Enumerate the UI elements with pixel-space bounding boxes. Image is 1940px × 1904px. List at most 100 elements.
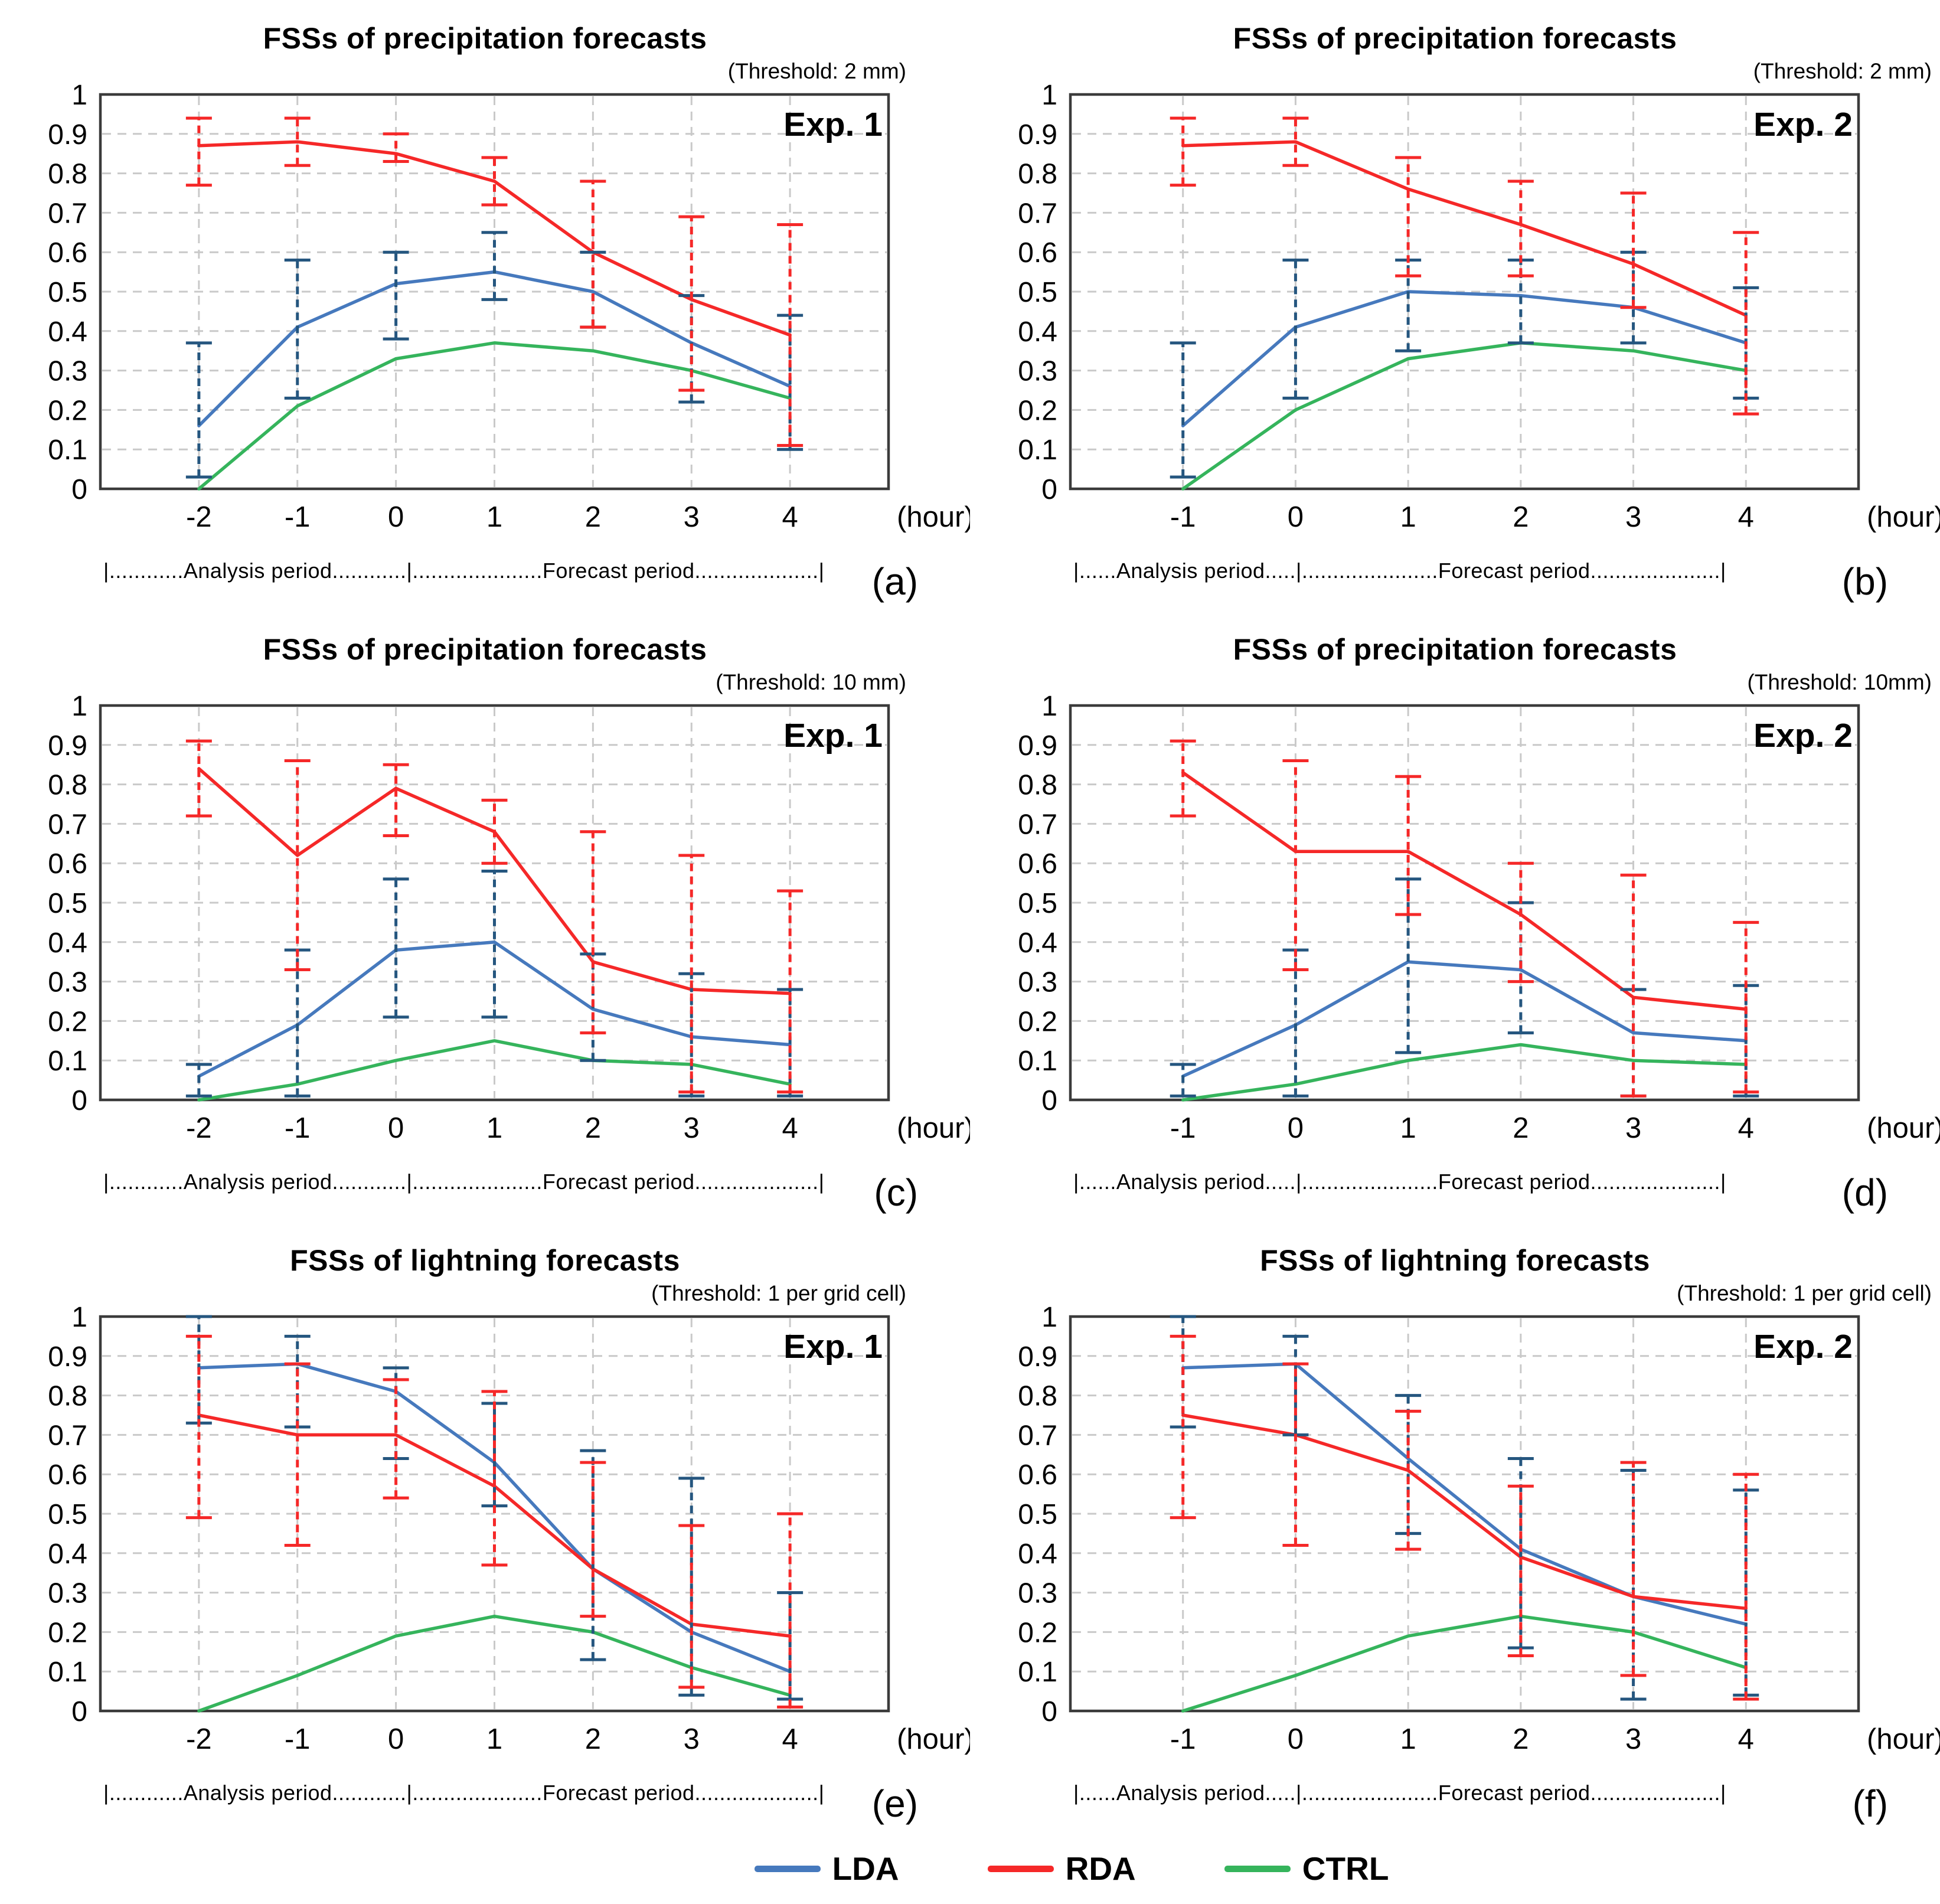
series-line-ctrl bbox=[1181, 1614, 1748, 1713]
svg-text:0.1: 0.1 bbox=[1018, 1046, 1057, 1077]
panel-e: FSSs of lightning forecasts (Threshold: … bbox=[0, 1222, 970, 1833]
plot-area: 1 0.9 0.8 0.7 0.6 0.5 0.4 0.3 0.2 0.1 0 -2 -1 0 1 2 3 4 (h… bbox=[48, 691, 970, 1144]
svg-text:0.9: 0.9 bbox=[48, 1341, 87, 1373]
figure-row-3: FSSs of lightning forecasts (Threshold: … bbox=[0, 1222, 1940, 1833]
svg-text:0.6: 0.6 bbox=[1018, 848, 1057, 880]
experiment-label: Exp. 1 bbox=[783, 106, 883, 143]
series-line-rda bbox=[1181, 770, 1748, 1011]
error-bars-rda bbox=[185, 116, 804, 448]
plot-frame bbox=[1069, 1315, 1860, 1713]
legend: LDA RDA CTRL bbox=[102, 1833, 1940, 1904]
figure-row-2: FSSs of precipitation forecasts (Thresho… bbox=[0, 611, 1940, 1222]
svg-text:0.5: 0.5 bbox=[1018, 1499, 1057, 1530]
svg-text:2: 2 bbox=[1513, 1723, 1529, 1755]
svg-text:0.1: 0.1 bbox=[48, 435, 87, 466]
legend-label: LDA bbox=[832, 1850, 899, 1887]
svg-text:3: 3 bbox=[684, 1723, 700, 1755]
svg-text:0.2: 0.2 bbox=[48, 1006, 87, 1037]
panel-d: FSSs of precipitation forecasts (Thresho… bbox=[970, 611, 1940, 1222]
y-axis-labels: 1 0.9 0.8 0.7 0.6 0.5 0.4 0.3 0.2 0.1 0 bbox=[48, 1302, 87, 1727]
experiment-label: Exp. 2 bbox=[1753, 106, 1853, 143]
svg-text:-1: -1 bbox=[285, 1112, 311, 1144]
svg-text:1: 1 bbox=[1400, 1112, 1416, 1144]
svg-text:0.4: 0.4 bbox=[1018, 927, 1057, 959]
svg-text:0.9: 0.9 bbox=[48, 119, 87, 151]
svg-text:0.3: 0.3 bbox=[48, 1578, 87, 1609]
svg-text:0.7: 0.7 bbox=[1018, 1420, 1057, 1451]
period-annotation: |......Analysis period.....|............… bbox=[1073, 559, 1726, 583]
experiment-label: Exp. 2 bbox=[1753, 1328, 1853, 1366]
svg-text:1: 1 bbox=[486, 501, 502, 533]
svg-text:0.9: 0.9 bbox=[1018, 730, 1057, 762]
experiment-label: Exp. 1 bbox=[783, 717, 883, 755]
svg-text:0: 0 bbox=[1041, 474, 1057, 505]
svg-text:0.5: 0.5 bbox=[1018, 888, 1057, 919]
svg-text:0.8: 0.8 bbox=[48, 770, 87, 801]
svg-text:1: 1 bbox=[1041, 691, 1057, 722]
error-bars-rda bbox=[185, 1334, 804, 1709]
svg-text:0.3: 0.3 bbox=[48, 967, 87, 998]
threshold-label: (Threshold: 2 mm) bbox=[1753, 59, 1932, 83]
svg-text:4: 4 bbox=[1738, 501, 1754, 533]
svg-text:4: 4 bbox=[1738, 1723, 1754, 1755]
panel-c: FSSs of precipitation forecasts (Thresho… bbox=[0, 611, 970, 1222]
plot-area: 1 0.9 0.8 0.7 0.6 0.5 0.4 0.3 0.2 0.1 0 -1 0 1 2 3 4 (hou… bbox=[1018, 80, 1940, 533]
svg-text:2: 2 bbox=[585, 501, 601, 533]
panel-a: FSSs of precipitation forecasts (Thresho… bbox=[0, 0, 970, 611]
svg-text:2: 2 bbox=[1513, 501, 1529, 533]
svg-text:0.4: 0.4 bbox=[48, 316, 87, 348]
svg-text:0.1: 0.1 bbox=[48, 1657, 87, 1688]
svg-text:3: 3 bbox=[1625, 1723, 1641, 1755]
svg-text:4: 4 bbox=[1738, 1112, 1754, 1144]
x-axis-unit: (hour) bbox=[1867, 1723, 1940, 1755]
x-axis-labels: -1 0 1 2 3 4 (hour) bbox=[1170, 501, 1940, 533]
panel-letter: (f) bbox=[1852, 1782, 1888, 1825]
series-line-ctrl bbox=[1181, 1043, 1748, 1102]
legend-label: CTRL bbox=[1302, 1850, 1389, 1887]
y-axis-labels: 1 0.9 0.8 0.7 0.6 0.5 0.4 0.3 0.2 0.1 0 bbox=[1018, 1302, 1057, 1727]
svg-text:2: 2 bbox=[585, 1723, 601, 1755]
svg-text:0: 0 bbox=[1288, 1723, 1304, 1755]
plot-area: 1 0.9 0.8 0.7 0.6 0.5 0.4 0.3 0.2 0.1 0 -2 -1 0 1 2 3 4 (h… bbox=[48, 80, 970, 533]
svg-text:0.8: 0.8 bbox=[48, 1381, 87, 1412]
svg-text:0.6: 0.6 bbox=[1018, 1459, 1057, 1491]
svg-text:0.3: 0.3 bbox=[1018, 1578, 1057, 1609]
svg-text:0.6: 0.6 bbox=[48, 848, 87, 880]
series-line-lda bbox=[1181, 1362, 1748, 1626]
svg-text:2: 2 bbox=[1513, 1112, 1529, 1144]
series-line-rda bbox=[1181, 1413, 1748, 1611]
series-line-rda bbox=[1181, 140, 1748, 317]
svg-text:1: 1 bbox=[1041, 1302, 1057, 1333]
panel-b: FSSs of precipitation forecasts (Thresho… bbox=[970, 0, 1940, 611]
x-axis-unit: (hour) bbox=[897, 1723, 970, 1755]
svg-text:-1: -1 bbox=[1170, 1112, 1196, 1144]
svg-text:4: 4 bbox=[782, 1112, 798, 1144]
svg-text:-2: -2 bbox=[186, 1112, 212, 1144]
svg-text:0: 0 bbox=[388, 1112, 404, 1144]
x-axis-labels: -1 0 1 2 3 4 (hour) bbox=[1170, 1112, 1940, 1144]
svg-text:-1: -1 bbox=[285, 1723, 311, 1755]
svg-text:1: 1 bbox=[1400, 501, 1416, 533]
error-bars-rda bbox=[1170, 739, 1759, 1098]
y-axis-labels: 1 0.9 0.8 0.7 0.6 0.5 0.4 0.3 0.2 0.1 0 bbox=[1018, 80, 1057, 505]
svg-text:0: 0 bbox=[1288, 1112, 1304, 1144]
gridlines bbox=[102, 96, 887, 487]
svg-text:0.6: 0.6 bbox=[48, 237, 87, 269]
threshold-label: (Threshold: 1 per grid cell) bbox=[1677, 1281, 1932, 1305]
plot-frame bbox=[1069, 704, 1860, 1102]
svg-text:-2: -2 bbox=[186, 501, 212, 533]
y-axis-labels: 1 0.9 0.8 0.7 0.6 0.5 0.4 0.3 0.2 0.1 0 bbox=[48, 80, 87, 505]
svg-text:0.9: 0.9 bbox=[1018, 1341, 1057, 1373]
legend-item-ctrl: CTRL bbox=[1224, 1850, 1389, 1887]
svg-text:0.3: 0.3 bbox=[1018, 967, 1057, 998]
error-bars-lda bbox=[1170, 877, 1759, 1098]
panel-f: FSSs of lightning forecasts (Threshold: … bbox=[970, 1222, 1940, 1833]
svg-text:0.9: 0.9 bbox=[1018, 119, 1057, 151]
svg-text:0.2: 0.2 bbox=[1018, 1617, 1057, 1648]
y-axis-labels: 1 0.9 0.8 0.7 0.6 0.5 0.4 0.3 0.2 0.1 0 bbox=[1018, 691, 1057, 1116]
svg-text:0.5: 0.5 bbox=[48, 888, 87, 919]
plot-frame bbox=[99, 93, 890, 491]
error-bars-rda bbox=[1170, 116, 1759, 416]
panel-letter: (e) bbox=[871, 1782, 918, 1825]
